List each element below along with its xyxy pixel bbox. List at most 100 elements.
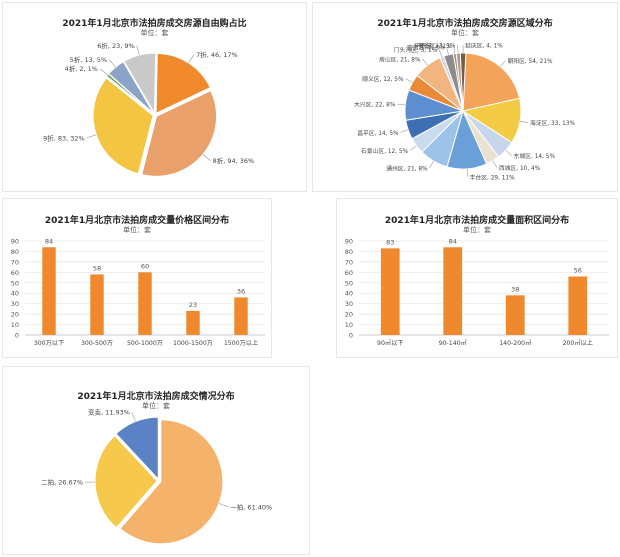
y-tick-label: 70	[11, 258, 19, 266]
leader-line	[446, 46, 449, 55]
leader-line	[218, 503, 229, 508]
leader-line	[500, 60, 506, 67]
discount-pie-chart: 7折, 46, 17% 8折, 94, 36% 9折, 83, 32% 4折, 2, …	[43, 41, 255, 177]
leader-line	[429, 160, 434, 169]
x-tick-label: 1000-1500万	[173, 340, 213, 347]
slice-label: 5折, 13, 5%	[70, 55, 107, 64]
chart-unit: 单位：套	[451, 29, 479, 37]
x-tick-label: 500-1000万	[127, 340, 163, 347]
slice-label: 门头沟区, 3, 1%	[394, 46, 438, 54]
slice-label: 怀柔区, 2, 1%	[414, 42, 452, 50]
leader-line	[131, 412, 136, 422]
slice-label: 海淀区, 33, 13%	[530, 119, 576, 127]
leader-line	[188, 54, 195, 64]
bar	[443, 247, 463, 335]
y-tick-label: 10	[345, 321, 353, 329]
x-tick-label: 300万以下	[34, 340, 64, 347]
slice-label: 房山区, 21, 8%	[379, 55, 421, 63]
slice-label: 6折, 23, 9%	[97, 41, 134, 50]
y-tick-label: 80	[11, 248, 19, 256]
auction-pie-panel: 2021年1月北京市法拍房成交情况分布 单位：套 一拍, 61.40% 二拍, 2…	[2, 366, 310, 555]
x-tick-label: 1500万以上	[224, 339, 258, 347]
leader-line	[405, 78, 413, 83]
chart-unit: 单位：套	[463, 226, 491, 234]
chart-unit: 单位：套	[142, 402, 170, 410]
slice-label: 密云区, 7, 3%	[407, 44, 445, 52]
area-bar-panel: 2021年1月北京市法拍房成交量面积区间分布 单位：套 0 10 20 30 40 50 6…	[336, 198, 618, 358]
y-tick-label: 30	[345, 300, 353, 308]
leader-line	[99, 68, 108, 76]
slice-label: 顺义区, 12, 5%	[362, 76, 404, 83]
y-tick-label: 90	[11, 238, 19, 246]
slice-label: 变卖, 11.93%	[88, 408, 130, 417]
discount-pie-panel: 2021年1月北京市法拍房成交房源自由购占比 单位：套 7折, 46, 17% 8…	[2, 2, 307, 192]
y-tick-label: 0	[15, 332, 19, 340]
slice-label: 平谷区, 3, 1%	[418, 42, 456, 50]
pie-slice	[94, 434, 158, 529]
chart-title: 2021年1月北京市法拍房成交量面积区间分布	[384, 216, 570, 226]
leader-line	[422, 58, 428, 66]
bar	[380, 248, 400, 335]
slice-label: 通州区, 21, 8%	[386, 164, 428, 172]
slice-label: 8折, 94, 36%	[213, 156, 255, 165]
bar	[186, 310, 200, 335]
x-tick-label: 90㎡以下	[377, 339, 403, 347]
slice-label: 朝阳区, 54, 21%	[508, 57, 554, 65]
y-tick-label: 10	[11, 321, 19, 329]
slice-label: 延庆区, 4, 1%	[465, 42, 503, 50]
bar-value-label: 38	[511, 285, 519, 293]
price-bar-chart: 0 10 20 30 40 50 60 70 80 90 84 300万以下 58 300-500万 60 5…	[11, 237, 265, 347]
y-tick-label: 0	[349, 332, 353, 340]
slice-label: 石景山区, 12, 5%	[361, 147, 409, 155]
bar	[568, 276, 588, 335]
y-tick-label: 90	[345, 238, 353, 246]
x-tick-label: 300-500万	[81, 340, 113, 347]
y-tick-label: 60	[345, 269, 353, 277]
chart-unit: 单位：套	[123, 226, 151, 234]
bar	[505, 295, 525, 335]
leader-line	[136, 45, 140, 56]
auction-pie-chart: 一拍, 61.40% 二拍, 26.67% 变卖, 11.93%	[41, 408, 272, 545]
leader-line	[505, 149, 512, 156]
bar-value-label: 84	[45, 237, 53, 245]
slice-label: 大兴区, 22, 8%	[354, 101, 396, 109]
bar	[42, 247, 56, 335]
y-tick-label: 60	[11, 269, 19, 277]
bar-value-label: 84	[449, 237, 457, 245]
x-tick-label: 90-140㎡	[439, 339, 468, 347]
pie-slice	[108, 61, 155, 114]
slice-label: 9折, 83, 32%	[43, 133, 85, 142]
bar-value-label: 58	[93, 264, 101, 272]
y-tick-label: 80	[345, 248, 353, 256]
leader-line	[86, 134, 97, 139]
y-tick-label: 70	[345, 258, 353, 266]
district-pie-panel: 2021年1月北京市法拍房成交房源区域分布 单位：套 朝阳区, 54, 21% 海…	[312, 2, 618, 192]
leader-line	[457, 45, 459, 54]
slice-label: 昌平区, 14, 5%	[357, 130, 399, 137]
bar-value-label: 23	[189, 301, 197, 309]
bar	[90, 274, 104, 335]
slice-label: 4折, 2, 1%	[65, 64, 98, 73]
leader-line	[202, 154, 211, 161]
slice-label: 东城区, 14, 5%	[514, 152, 556, 160]
chart-title: 2021年1月北京市法拍房成交房源区域分布	[377, 19, 553, 29]
bar	[234, 297, 248, 335]
slice-label: 一拍, 61.40%	[230, 502, 272, 511]
bar-value-label: 83	[386, 238, 394, 246]
y-tick-label: 50	[11, 279, 19, 287]
leader-line	[397, 103, 406, 106]
chart-title: 2021年1月北京市法拍房成交房源自由购占比	[62, 19, 247, 29]
slice-label: 西城区, 10, 4%	[499, 165, 541, 172]
pie-slice	[141, 89, 218, 177]
y-tick-label: 40	[11, 290, 19, 298]
y-tick-label: 20	[11, 311, 19, 319]
chart-title: 2021年1月北京市法拍房成交情况分布	[77, 392, 235, 402]
chart-title: 2021年1月北京市法拍房成交量价格区间分布	[44, 216, 230, 226]
leader-line	[409, 145, 417, 151]
pie-slice	[92, 77, 154, 175]
x-tick-label: 140-200㎡	[499, 339, 532, 347]
leader-line	[492, 160, 498, 168]
slice-label: 7折, 46, 17%	[196, 50, 238, 59]
price-bar-panel: 2021年1月北京市法拍房成交量价格区间分布 单位：套 0 10 20 30 40 50 6…	[2, 198, 272, 358]
bar-value-label: 36	[237, 287, 245, 295]
